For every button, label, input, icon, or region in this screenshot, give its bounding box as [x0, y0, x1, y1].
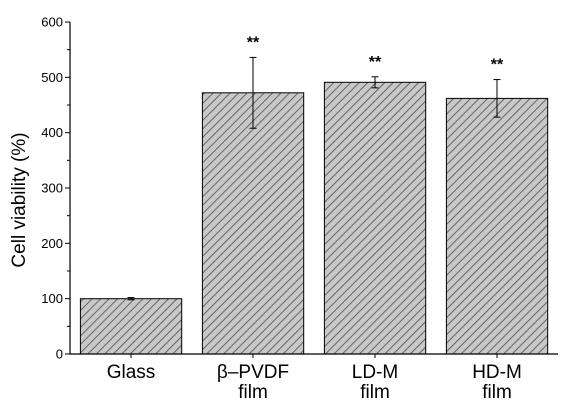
bar-0	[79, 298, 183, 355]
bar-1	[201, 92, 305, 355]
x-tick-label-2-line-0: LD-M	[352, 362, 398, 383]
y-tick-label-6: 600	[41, 15, 63, 30]
significance-label-1: **	[247, 34, 260, 51]
x-tick-label-3-line-1: film	[482, 382, 512, 400]
x-tick-label-3-line-0: HD-M	[472, 362, 522, 383]
y-tick-label-1: 100	[41, 291, 63, 306]
y-tick-label-4: 400	[41, 125, 63, 140]
x-tick-label-2-line-1: film	[360, 382, 390, 400]
y-tick-label-2: 200	[41, 236, 63, 251]
y-tick-label-3: 300	[41, 181, 63, 196]
plot-area: Glass**β–PVDFfilm**LD-Mfilm**HD-Mfilm010…	[41, 15, 558, 400]
y-axis-title: Cell viability (%)	[9, 132, 30, 267]
bar-3	[445, 97, 549, 355]
y-tick-label-0: 0	[56, 347, 63, 362]
significance-label-2: **	[369, 54, 382, 71]
x-tick-label-1-line-0: β–PVDF	[217, 362, 289, 383]
significance-label-3: **	[491, 57, 504, 74]
x-tick-label-1-line-1: film	[238, 382, 268, 400]
x-tick-label-0: Glass	[107, 362, 156, 383]
y-tick-label-5: 500	[41, 70, 63, 85]
bar-2	[323, 81, 427, 355]
